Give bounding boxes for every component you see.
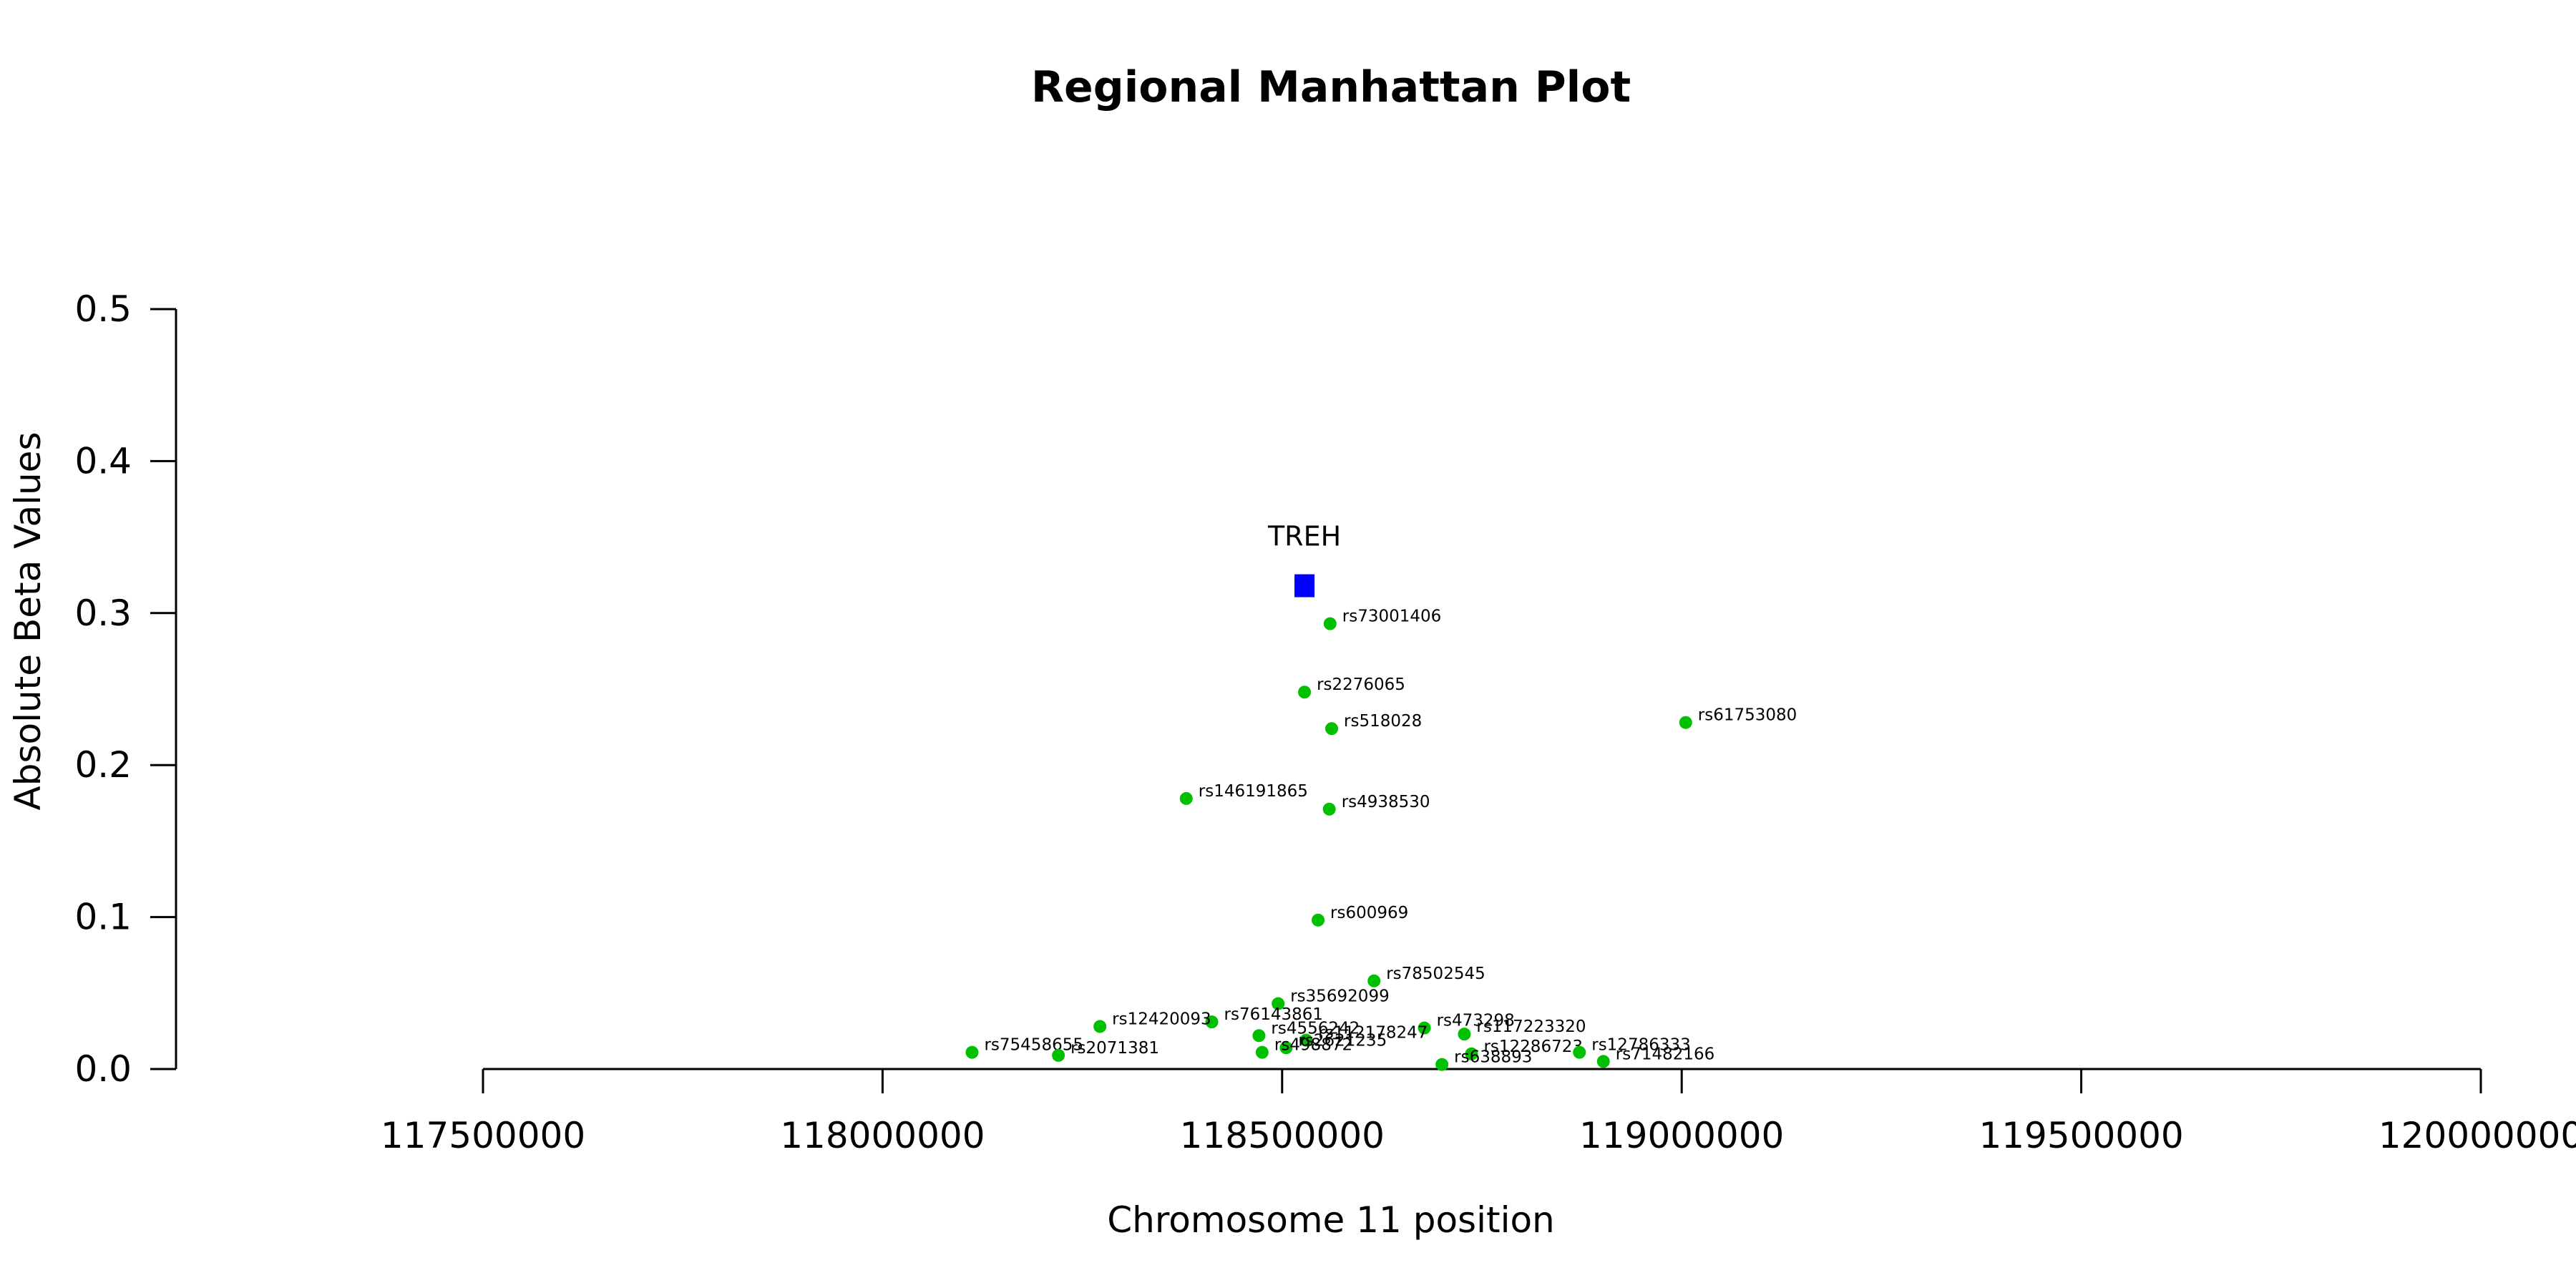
gene-marker-group: TREH <box>1267 521 1341 597</box>
snp-point <box>1298 686 1312 699</box>
snp-label: rs12286723 <box>1483 1038 1583 1056</box>
snp-point <box>1367 974 1381 987</box>
snp-point <box>1252 1029 1266 1043</box>
snp-point <box>1279 1041 1293 1055</box>
snp-label: rs4556242 <box>1271 1019 1360 1038</box>
snp-label: rs117223320 <box>1476 1018 1586 1036</box>
snp-label: rs75458655 <box>984 1036 1083 1055</box>
snp-label: rs12420093 <box>1112 1010 1211 1029</box>
gene-marker <box>1294 574 1315 597</box>
snp-label: rs2621235 <box>1298 1031 1387 1050</box>
snp-label: rs78502545 <box>1386 965 1485 983</box>
snp-label: rs600969 <box>1330 904 1408 922</box>
snp-point <box>1465 1047 1478 1060</box>
y-tick-label: 0.2 <box>74 744 132 786</box>
snp-point <box>1052 1048 1065 1062</box>
y-tick-label: 0.1 <box>74 897 132 938</box>
gene-label: TREH <box>1267 521 1341 552</box>
y-tick-label: 0.5 <box>74 288 132 330</box>
snp-label: rs2276065 <box>1317 675 1405 694</box>
y-axis: 0.0 0.1 0.2 0.3 0.4 0.5 <box>74 288 177 1090</box>
snp-label: rs73001406 <box>1342 608 1442 626</box>
snp-point <box>1312 913 1325 927</box>
snp-point <box>1323 617 1337 630</box>
x-tick-label: 119000000 <box>1579 1115 1784 1156</box>
snp-point <box>1435 1058 1449 1071</box>
y-tick-label: 0.0 <box>74 1048 132 1090</box>
snp-point <box>1255 1045 1269 1059</box>
snp-label: rs4938530 <box>1342 793 1430 811</box>
x-tick-label: 120000000 <box>2379 1115 2576 1156</box>
snp-point <box>1179 791 1193 805</box>
snp-label: rs638893 <box>1454 1048 1532 1067</box>
y-tick-label: 0.3 <box>74 592 132 634</box>
snp-point <box>1418 1021 1431 1035</box>
snp-point <box>1322 802 1336 816</box>
snp-label: rs12786333 <box>1591 1036 1691 1055</box>
data-points: rs73001406 rs2276065 rs518028 rs61753080 rs1… <box>965 608 1797 1071</box>
snp-point <box>1458 1028 1471 1041</box>
snp-point <box>1573 1045 1586 1059</box>
snp-label: rs35692099 <box>1290 987 1390 1006</box>
snp-label: rs2071381 <box>1070 1039 1159 1058</box>
snp-label: rs71482166 <box>1616 1045 1715 1063</box>
chart-title: Regional Manhattan Plot <box>1031 62 1631 112</box>
snp-point <box>1679 716 1692 729</box>
snp-point <box>1596 1055 1610 1068</box>
y-axis-label: Absolute Beta Values <box>7 432 49 811</box>
snp-label: rs146191865 <box>1199 782 1308 801</box>
snp-label: rs61753080 <box>1698 706 1797 725</box>
snp-point <box>1325 722 1339 736</box>
snp-point <box>1272 997 1285 1010</box>
x-tick-label: 118000000 <box>780 1115 985 1156</box>
y-tick-label: 0.4 <box>74 440 132 482</box>
x-tick-label: 117500000 <box>381 1115 585 1156</box>
snp-point <box>965 1045 979 1059</box>
snp-label: rs473298 <box>1437 1012 1515 1030</box>
snp-point <box>1093 1020 1107 1033</box>
x-tick-label: 118500000 <box>1180 1115 1385 1156</box>
x-tick-label: 119500000 <box>1979 1115 2183 1156</box>
snp-label: rs112178247 <box>1318 1024 1428 1043</box>
snp-label: rs76143861 <box>1224 1005 1324 1024</box>
snp-point <box>1299 1033 1313 1047</box>
snp-point <box>1205 1015 1219 1029</box>
x-axis-label: Chromosome 11 position <box>1107 1199 1555 1241</box>
x-axis: 117500000 118000000 118500000 119000000 1195… <box>381 1068 2576 1156</box>
snp-label: rs518028 <box>1344 712 1422 731</box>
snp-label: rs498872 <box>1274 1036 1352 1055</box>
